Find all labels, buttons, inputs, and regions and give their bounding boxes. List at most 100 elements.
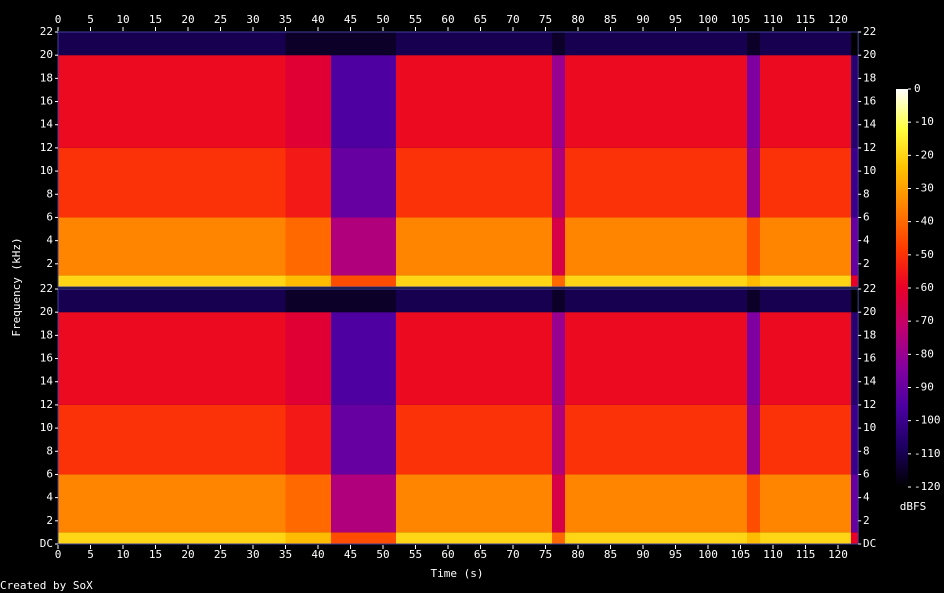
x-tick-label: 75	[539, 13, 552, 26]
spectrogram-cell	[331, 32, 396, 56]
x-tick-label: 40	[311, 13, 324, 26]
x-tick-label: 85	[604, 13, 617, 26]
spectrogram-cell	[396, 217, 552, 276]
y-tick-label: 22	[40, 25, 53, 38]
spectrogram-cell	[760, 312, 851, 405]
x-tick-label: 90	[636, 548, 649, 561]
y-tick-label: 18	[40, 71, 53, 84]
spectrogram-cell	[552, 404, 565, 475]
y-tick-label: 18	[863, 71, 876, 84]
x-tick-label: 25	[214, 13, 227, 26]
x-tick-label: 5	[87, 13, 94, 26]
spectrogram-cell	[285, 532, 331, 544]
y-tick-label: 2	[863, 514, 870, 527]
x-tick-label: 120	[828, 548, 848, 561]
y-tick-label: 10	[40, 421, 53, 434]
spectrogram-cell	[565, 217, 747, 276]
x-tick-label: 110	[763, 548, 783, 561]
y-tick-label: 4	[863, 234, 870, 247]
x-tick-label: 100	[698, 13, 718, 26]
spectrogram-cell	[565, 312, 747, 405]
y-tick-label: 6	[863, 210, 870, 223]
spectrogram-cell	[396, 55, 552, 148]
spectrogram-cell	[331, 217, 396, 276]
spectrogram-cell	[331, 474, 396, 533]
colorbar-tick-label: -90	[914, 381, 934, 394]
x-tick-label: 70	[506, 13, 519, 26]
y-tick-label: 20	[40, 48, 53, 61]
y-tick-label: 12	[40, 141, 53, 154]
y-tick-label: 12	[40, 398, 53, 411]
spectrogram-cell	[58, 55, 286, 148]
spectrogram-cell	[285, 404, 331, 475]
colorbar-tick-label: -120	[914, 480, 941, 493]
y-tick-label: 10	[863, 421, 876, 434]
y-tick-label: 20	[40, 305, 53, 318]
y-tick-label: 18	[863, 328, 876, 341]
spectrogram-cell	[552, 532, 565, 544]
x-tick-label: 60	[441, 548, 454, 561]
y-tick-label: 2	[863, 257, 870, 270]
x-tick-label: 120	[828, 13, 848, 26]
x-tick-label: 70	[506, 548, 519, 561]
y-tick-label: 8	[46, 444, 53, 457]
spectrogram-cell	[396, 532, 552, 544]
y-axis-label: Frequency (kHz)	[10, 237, 23, 336]
x-tick-label: 90	[636, 13, 649, 26]
spectrogram-cell	[331, 275, 396, 287]
spectrogram-cell	[552, 289, 565, 313]
spectrogram-cell	[565, 532, 747, 544]
y-tick-label: 10	[863, 164, 876, 177]
panel-frame	[57, 31, 859, 288]
y-tick-label: 16	[863, 95, 876, 108]
spectrogram-cell	[851, 289, 859, 313]
y-tick-label: 14	[863, 375, 877, 388]
spectrogram-cell	[331, 532, 396, 544]
spectrogram-cell	[851, 217, 859, 276]
x-tick-label: 85	[604, 548, 617, 561]
x-tick-label: 100	[698, 548, 718, 561]
spectrogram-cell	[565, 289, 747, 313]
spectrogram-cell	[552, 474, 565, 533]
x-tick-label: 95	[669, 13, 682, 26]
y-tick-label: 14	[863, 118, 877, 131]
x-tick-label: 95	[669, 548, 682, 561]
y-tick-label: 8	[863, 444, 870, 457]
y-tick-label: DC	[863, 537, 876, 550]
spectrogram-cell	[58, 32, 286, 56]
spectrogram-cell	[58, 474, 286, 533]
spectrogram-cell	[851, 404, 859, 475]
x-tick-label: 10	[116, 548, 129, 561]
x-tick-label: 5	[87, 548, 94, 561]
spectrogram-cell	[747, 404, 760, 475]
spectrogram-cell	[747, 532, 760, 544]
colorbar-tick-label: 0	[914, 82, 921, 95]
y-tick-label: 22	[40, 282, 53, 295]
x-tick-label: 105	[731, 548, 751, 561]
x-tick-label: 65	[474, 548, 487, 561]
x-tick-label: 110	[763, 13, 783, 26]
spectrogram-cell	[565, 55, 747, 148]
spectrogram-cell	[285, 32, 331, 56]
x-tick-label: 80	[571, 548, 584, 561]
x-tick-label: 45	[344, 13, 357, 26]
x-tick-label: 0	[55, 13, 62, 26]
x-tick-label: 20	[181, 13, 194, 26]
y-tick-label: 2	[46, 514, 53, 527]
y-tick-label: 22	[863, 25, 876, 38]
footer: Created by SoX	[0, 579, 93, 592]
spectrogram-cell	[58, 147, 286, 218]
y-tick-label: 6	[46, 467, 53, 480]
spectrogram-cell	[331, 147, 396, 218]
x-tick-label: 15	[149, 13, 162, 26]
spectrogram-cell	[851, 275, 859, 287]
spectrogram-cell	[331, 312, 396, 405]
colorbar-tick-label: -60	[914, 281, 934, 294]
spectrogram-cell	[851, 147, 859, 218]
x-tick-label: 30	[246, 13, 259, 26]
x-tick-label: 40	[311, 548, 324, 561]
x-tick-label: 35	[279, 548, 292, 561]
spectrogram-cell	[747, 474, 760, 533]
y-tick-label: 20	[863, 305, 876, 318]
colorbar-tick-label: -20	[914, 148, 934, 161]
